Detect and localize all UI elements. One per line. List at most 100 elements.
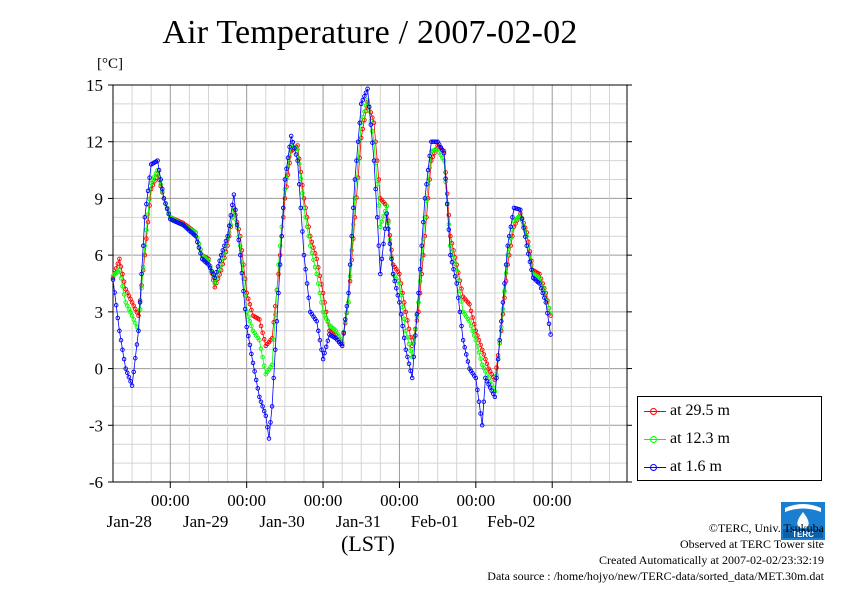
data-point [225, 233, 230, 239]
data-point [400, 323, 405, 329]
data-point [476, 399, 482, 404]
data-point [260, 354, 265, 360]
y-tick-label: 3 [95, 303, 104, 322]
data-point [352, 196, 358, 201]
data-point [425, 167, 431, 173]
data-point [121, 279, 127, 284]
data-point [381, 241, 386, 247]
data-point [231, 192, 237, 197]
data-point [253, 377, 259, 383]
data-point [308, 243, 313, 248]
data-point [137, 300, 143, 305]
data-point [113, 302, 119, 308]
data-point [470, 328, 475, 334]
copyright-text: ©TERC, Univ. Tsukuba [708, 521, 824, 535]
data-point [145, 219, 151, 225]
data-point [494, 365, 499, 370]
data-point [320, 356, 326, 362]
legend-item: at 29.5 m [638, 401, 821, 421]
data-point [475, 344, 480, 349]
y-tick-label: -6 [89, 473, 103, 492]
data-point [478, 356, 483, 361]
data-point [133, 355, 138, 361]
data-point [239, 259, 245, 265]
data-point [226, 223, 232, 229]
data-point [467, 319, 472, 324]
x-tick-time: 00:00 [533, 491, 572, 510]
data-point [384, 203, 389, 209]
data-point [502, 288, 507, 294]
data-point [255, 386, 261, 391]
data-point [349, 248, 354, 253]
data-point [293, 152, 299, 157]
data-point [343, 317, 348, 322]
legend-label: at 12.3 m [670, 430, 730, 447]
data-point [346, 290, 351, 296]
data-point [390, 271, 396, 277]
data-point [397, 281, 402, 286]
data-point [242, 306, 248, 312]
data-point [288, 133, 294, 139]
data-point [417, 267, 423, 272]
data-point [481, 399, 487, 404]
data-point [301, 252, 307, 258]
data-point [244, 324, 249, 330]
data-point [394, 285, 399, 291]
y-unit-label: [°C] [97, 56, 123, 72]
data-point [456, 295, 461, 300]
data-point [540, 290, 545, 296]
data-point [441, 150, 447, 156]
data-point [287, 160, 292, 166]
data-point [506, 233, 512, 239]
data-point [115, 315, 121, 321]
data-point [247, 342, 253, 348]
data-point [123, 366, 128, 371]
data-point [448, 243, 453, 248]
data-point [471, 321, 477, 327]
data-point [287, 144, 292, 150]
x-tick-date: Jan-28 [107, 512, 152, 531]
data-point [479, 347, 485, 352]
data-point [218, 252, 224, 258]
data-point [249, 323, 254, 329]
data-point [349, 233, 354, 239]
data-point [457, 288, 463, 294]
data-point [479, 423, 485, 428]
data-point [358, 135, 364, 141]
data-point [238, 252, 243, 258]
data-point [144, 236, 149, 241]
data-point [241, 276, 246, 282]
data-point [303, 267, 308, 272]
data-point [467, 302, 472, 307]
data-point [537, 281, 542, 286]
data-point [468, 323, 474, 329]
data-point [126, 374, 132, 380]
data-point [546, 321, 552, 327]
data-point [352, 177, 358, 182]
data-point [341, 330, 346, 335]
data-point [236, 237, 241, 243]
data-point [538, 285, 544, 291]
data-point [414, 311, 420, 317]
data-point [317, 290, 323, 296]
data-point [351, 205, 356, 211]
data-point [497, 337, 502, 343]
data-point [406, 326, 412, 332]
data-point [366, 104, 372, 109]
y-tick-label: -3 [89, 416, 103, 435]
data-point [503, 270, 509, 276]
data-point [446, 227, 452, 232]
data-point [459, 323, 464, 329]
data-point [494, 375, 499, 381]
data-point [295, 158, 300, 163]
data-point [495, 356, 501, 362]
data-point [277, 252, 283, 258]
data-point [238, 243, 243, 248]
data-point [155, 158, 160, 163]
data-point [247, 319, 253, 324]
data-point [548, 332, 553, 337]
data-point [392, 278, 397, 284]
series-2 [110, 86, 553, 441]
data-point [269, 404, 275, 409]
x-axis-label: (LST) [341, 531, 395, 556]
